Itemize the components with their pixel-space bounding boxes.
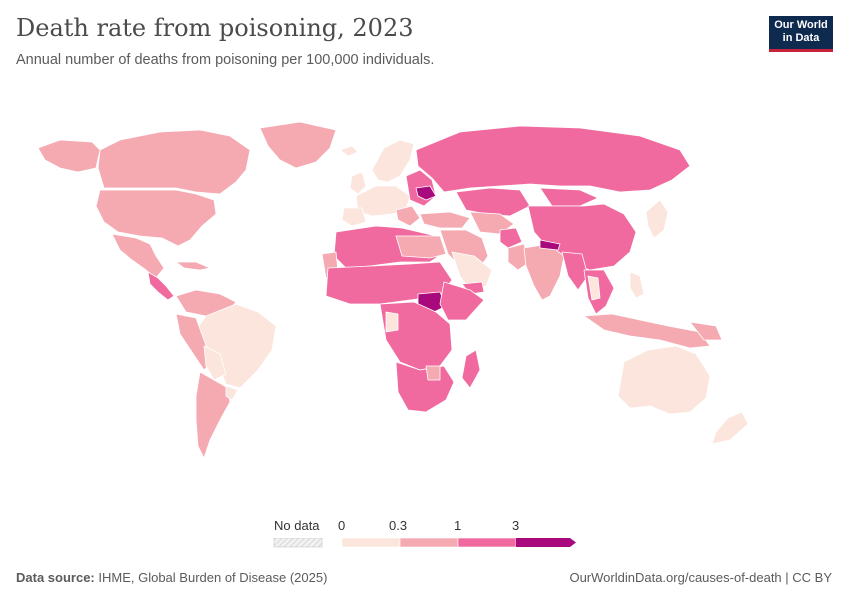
region-philippines[interactable] (629, 271, 645, 299)
region-arabian-peninsula[interactable] (451, 251, 493, 291)
region-scandinavia[interactable] (371, 139, 415, 183)
region-egypt-libya[interactable] (395, 235, 447, 259)
region-madagascar[interactable] (461, 349, 481, 389)
region-uruguay[interactable] (225, 385, 239, 401)
region-uk-ireland[interactable] (349, 171, 367, 195)
legend-no-data-swatch[interactable] (273, 538, 323, 548)
logo-line-1: Our World (774, 19, 828, 31)
region-argentina-chile[interactable] (195, 371, 231, 459)
region-new-zealand[interactable] (711, 411, 749, 445)
region-caribbean[interactable] (175, 261, 211, 271)
region-mongolia[interactable] (539, 187, 599, 207)
legend-bin-0[interactable] (341, 538, 401, 548)
region-afghanistan[interactable] (499, 227, 523, 249)
region-korea-japan[interactable] (645, 199, 669, 239)
region-turkey-caucasus[interactable] (419, 211, 471, 229)
logo-line-2: in Data (782, 32, 820, 44)
region-australia[interactable] (617, 345, 711, 415)
owid-logo[interactable]: Our World in Data (769, 16, 833, 52)
region-iceland[interactable] (339, 145, 359, 157)
source-url-link[interactable]: OurWorldinData.org/causes-of-death | CC … (569, 570, 832, 585)
chart-title: Death rate from poisoning, 2023 (16, 14, 414, 42)
region-bolivia-paraguay[interactable] (203, 345, 227, 381)
region-bangladesh-myanmar[interactable] (561, 251, 589, 291)
region-canada[interactable] (97, 129, 251, 195)
region-thailand[interactable] (587, 275, 601, 301)
region-zimbabwe[interactable] (425, 365, 441, 381)
legend-tick-2: 1 (454, 518, 462, 533)
legend-bin-3[interactable] (516, 538, 576, 547)
region-gabon-congo[interactable] (385, 311, 399, 333)
data-source: Data source: IHME, Global Burden of Dise… (16, 570, 327, 585)
data-source-label: Data source: (16, 570, 95, 585)
world-map[interactable] (0, 100, 850, 510)
legend-bin-2[interactable] (457, 538, 517, 548)
region-usa[interactable] (95, 189, 217, 247)
data-source-text: IHME, Global Burden of Disease (2025) (98, 570, 328, 585)
map-legend: No data 0 0.3 1 3 (270, 518, 590, 558)
region-balkans[interactable] (395, 205, 421, 227)
region-kazakhstan[interactable] (455, 187, 531, 217)
legend-bin-1[interactable] (399, 538, 459, 548)
region-russia[interactable] (415, 125, 691, 193)
region-horn-of-africa[interactable] (439, 281, 485, 321)
region-southern-africa[interactable] (395, 361, 455, 413)
region-alaska[interactable] (37, 139, 101, 173)
region-mexico[interactable] (111, 233, 165, 279)
region-ukraine[interactable] (415, 185, 437, 201)
region-brazil[interactable] (195, 303, 277, 389)
region-greenland[interactable] (259, 121, 337, 169)
region-central-america[interactable] (147, 271, 175, 301)
legend-swatches (273, 538, 576, 548)
legend-tick-0: 0 (338, 518, 346, 533)
region-nepal[interactable] (539, 239, 561, 251)
region-iberia[interactable] (341, 207, 367, 227)
region-india[interactable] (523, 243, 565, 301)
region-papua-new-guinea[interactable] (689, 321, 723, 341)
region-central-africa[interactable] (379, 301, 453, 371)
chart-subtitle: Annual number of deaths from poisoning p… (16, 52, 435, 68)
legend-tick-3: 3 (512, 518, 520, 533)
region-indonesia[interactable] (583, 313, 711, 349)
legend-no-data-label: No data (274, 518, 320, 533)
legend-tick-1: 0.3 (389, 518, 408, 533)
